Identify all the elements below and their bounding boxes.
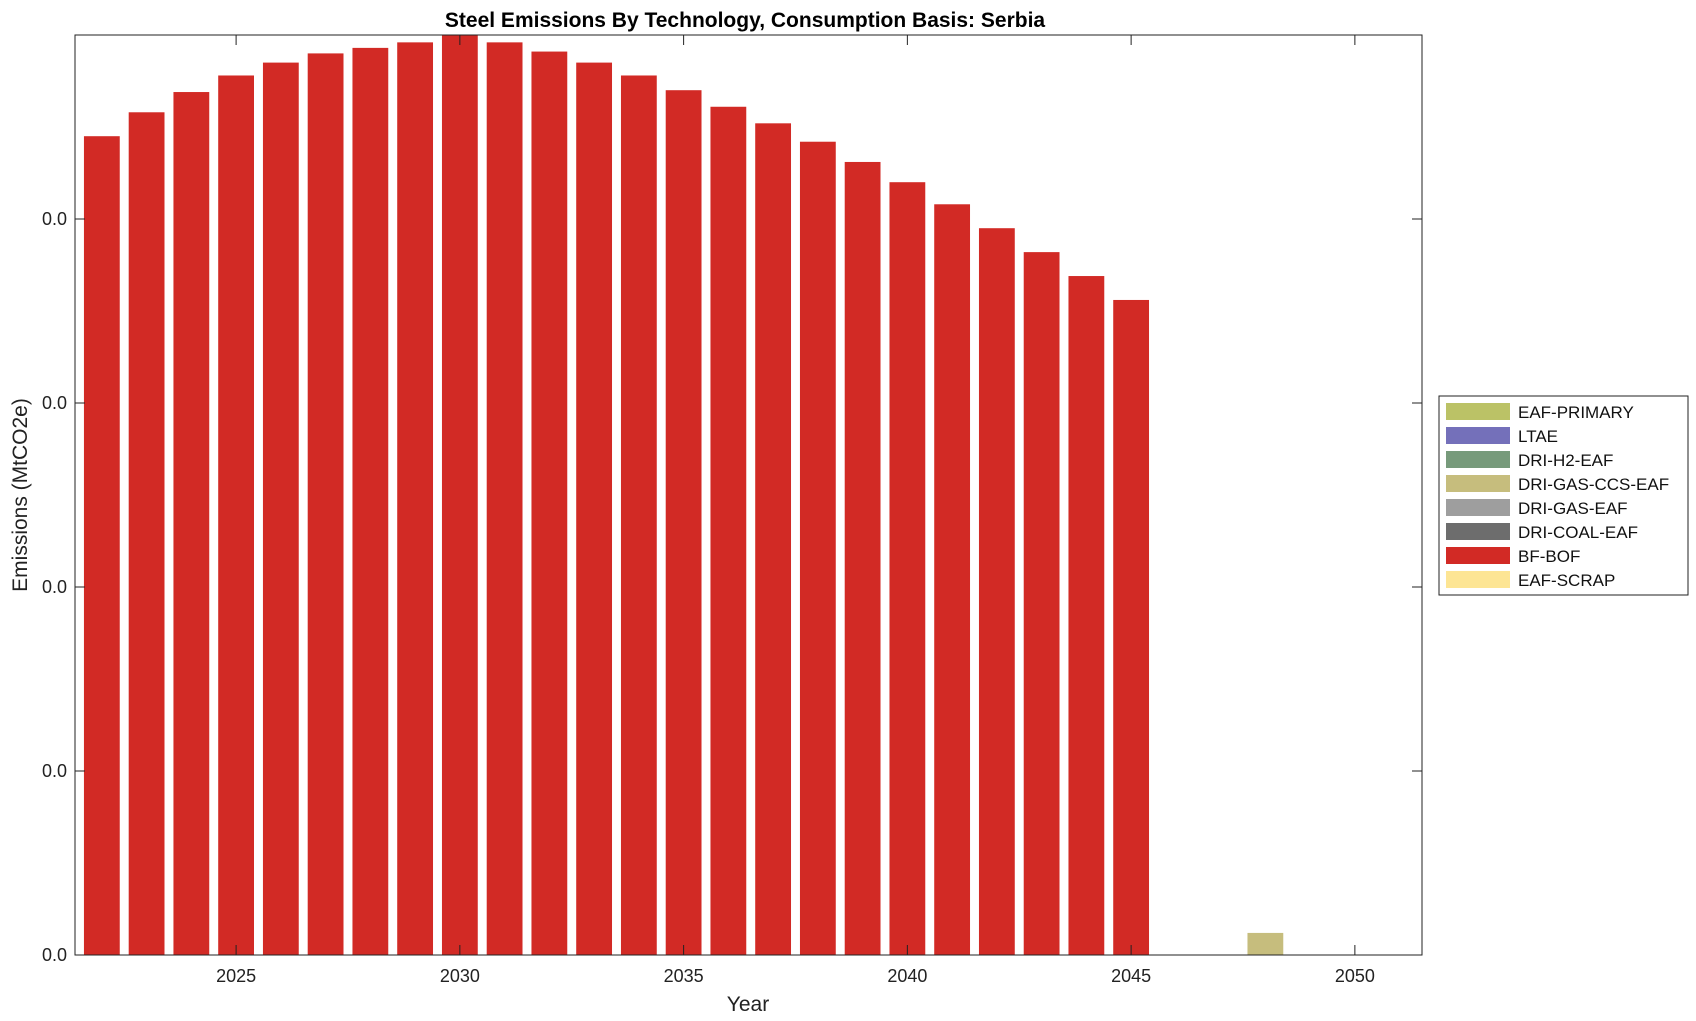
bar-bf-bof-2043	[1023, 252, 1060, 955]
legend-label-dri-coal-eaf: DRI-COAL-EAF	[1518, 523, 1638, 542]
legend-label-dri-h2-eaf: DRI-H2-EAF	[1518, 451, 1613, 470]
legend-label-ltae: LTAE	[1518, 427, 1558, 446]
bar-bf-bof-2040	[889, 182, 926, 955]
legend-swatch-dri-coal-eaf	[1446, 523, 1510, 540]
legend: EAF-PRIMARY LTAE DRI-H2-EAF DRI-GAS-CCS-EAF…	[1438, 395, 1689, 596]
bar-bf-bof-2038	[799, 141, 836, 956]
x-tick-label-2040: 2040	[887, 966, 927, 986]
chart-title: Steel Emissions By Technology, Consumpti…	[445, 9, 1046, 32]
x-tick-label-2025: 2025	[216, 966, 256, 986]
legend-swatch-ltae	[1446, 427, 1510, 444]
bar-bf-bof-2031	[486, 42, 523, 956]
bar-bf-bof-2029	[397, 42, 434, 956]
y-tick-label-0: 0.0	[42, 945, 67, 965]
bars-layer	[83, 35, 1284, 956]
legend-swatch-dri-gas-eaf	[1446, 499, 1510, 516]
legend-label-bf-bof: BF-BOF	[1518, 547, 1580, 566]
bar-bf-bof-2025	[218, 75, 254, 956]
bar-bf-bof-2039	[844, 161, 881, 955]
bar-bf-bof-2030	[441, 35, 478, 955]
bar-dri-gas-ccs-eaf-2048	[1247, 932, 1284, 955]
legend-swatch-eaf-primary	[1446, 403, 1510, 420]
bar-bf-bof-2035	[665, 90, 702, 955]
bar-bf-bof-2036	[710, 106, 747, 955]
legend-swatch-dri-gas-ccs-eaf	[1446, 475, 1510, 492]
bar-bf-bof-2027	[307, 53, 344, 955]
bar-bf-bof-2024	[173, 92, 210, 956]
x-tick-label-2035: 2035	[664, 966, 704, 986]
bar-bf-bof-2044	[1068, 276, 1105, 955]
bar-bf-bof-2028	[352, 47, 389, 955]
x-tick-label-2030: 2030	[440, 966, 480, 986]
legend-label-eaf-primary: EAF-PRIMARY	[1518, 403, 1634, 422]
x-axis-label: Year	[727, 993, 769, 1016]
y-tick-label-2: 0.0	[42, 577, 67, 597]
y-tick-label-4: 0.0	[42, 209, 67, 229]
bar-bf-bof-2034	[620, 75, 657, 956]
bar-bf-bof-2032	[531, 51, 568, 956]
legend-label-dri-gas-ccs-eaf: DRI-GAS-CCS-EAF	[1518, 475, 1669, 494]
legend-swatch-dri-h2-eaf	[1446, 451, 1510, 468]
bar-bf-bof-2041	[934, 204, 971, 955]
bar-bf-bof-2033	[576, 62, 613, 956]
legend-swatch-eaf-scrap	[1446, 571, 1510, 588]
y-tick-label-1: 0.0	[42, 761, 67, 781]
x-tick-label-2045: 2045	[1111, 966, 1151, 986]
legend-label-dri-gas-eaf: DRI-GAS-EAF	[1518, 499, 1628, 518]
bar-bf-bof-2026	[262, 62, 299, 956]
x-tick-label-2050: 2050	[1335, 966, 1375, 986]
plot-frame	[74, 34, 1423, 956]
bar-bf-bof-2022	[83, 136, 120, 955]
legend-label-eaf-scrap: EAF-SCRAP	[1518, 571, 1615, 590]
y-axis-label: Emissions (MtCO2e)	[9, 398, 32, 592]
legend-swatch-bf-bof	[1446, 547, 1510, 564]
bar-bf-bof-2045	[1113, 299, 1150, 956]
bar-bf-bof-2042	[978, 228, 1015, 955]
y-tick-label-3: 0.0	[42, 393, 67, 413]
bar-bf-bof-2037	[755, 123, 792, 955]
bar-bf-bof-2023	[128, 112, 165, 955]
ticks-layer: 2025 2030 2035 2040 2045 2050 0.0 0.0 0.0 0.0 0.0	[42, 35, 1422, 986]
